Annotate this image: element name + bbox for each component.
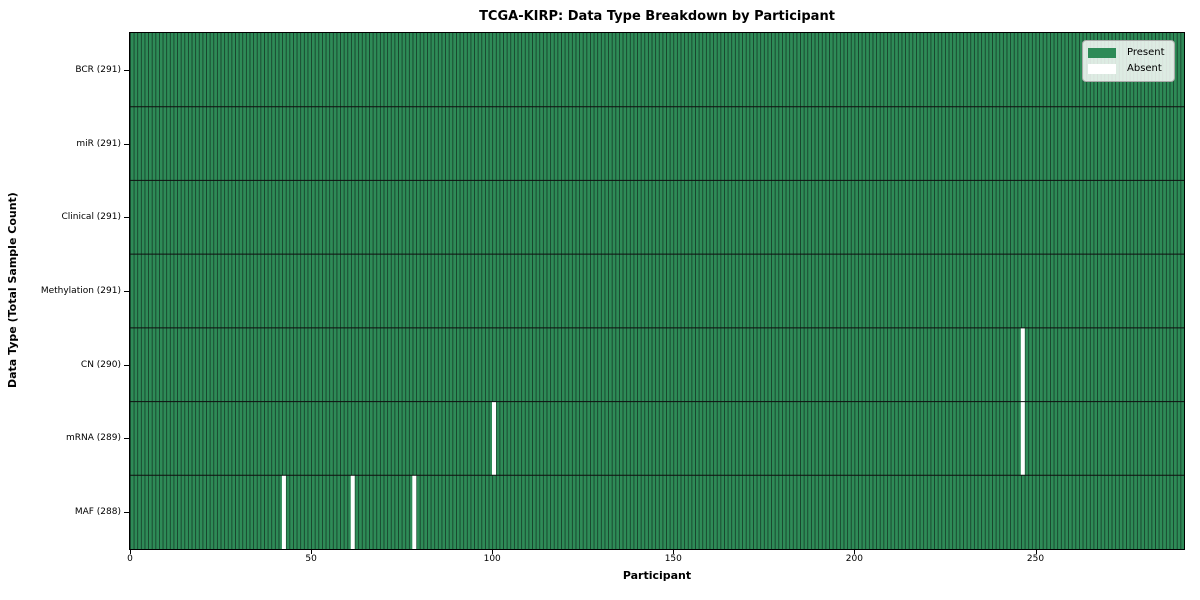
absent-swatch [1088, 64, 1116, 74]
absent-cell [281, 475, 286, 549]
x-tick-label: 100 [483, 554, 501, 564]
legend-label-present: Present [1127, 47, 1165, 58]
y-axis-label: Data Type (Total Sample Count) [6, 192, 19, 388]
absent-cell [412, 475, 417, 549]
x-tick-label: 200 [845, 554, 863, 564]
x-tick-label: 150 [664, 554, 682, 564]
legend-item-present: Present [1088, 48, 1165, 58]
x-tick-label: 250 [1026, 554, 1045, 564]
x-tick-mark [311, 550, 313, 554]
x-tick-label: 50 [305, 554, 317, 564]
present-cells [130, 33, 1184, 549]
y-tick-label: mRNA (289) [66, 433, 121, 444]
x-tick-mark [130, 550, 131, 554]
heatmap-canvas [130, 33, 1184, 549]
x-axis-label: Participant [622, 569, 692, 582]
y-tick-mark [124, 291, 129, 292]
absent-cell [492, 401, 497, 476]
absent-cell [1020, 327, 1025, 402]
absent-cell [1020, 401, 1025, 476]
legend-label-absent: Absent [1127, 63, 1162, 74]
x-tick-label: 0 [127, 554, 133, 564]
legend-item-absent: Absent [1088, 64, 1165, 74]
y-tick-label: Clinical (291) [61, 212, 121, 223]
y-tick-label: CN (290) [80, 359, 121, 370]
legend: Present Absent [1082, 40, 1175, 82]
y-tick-mark [124, 438, 129, 440]
x-tick-mark [1035, 550, 1037, 554]
y-tick-mark [124, 143, 129, 145]
y-tick-mark [124, 364, 129, 366]
y-tick-mark [124, 217, 129, 219]
chart-title: TCGA-KIRP: Data Type Breakdown by Partic… [479, 9, 835, 24]
y-tick-mark [124, 69, 129, 71]
plot-area [129, 32, 1185, 550]
absent-cell [350, 475, 355, 549]
y-tick-label: miR (291) [76, 138, 121, 149]
x-tick-mark [492, 550, 494, 554]
y-tick-label: MAF (288) [74, 507, 121, 518]
present-swatch [1088, 48, 1116, 58]
y-tick-label: Methylation (291) [40, 286, 121, 296]
y-tick-mark [124, 512, 129, 514]
x-tick-mark [673, 550, 675, 554]
y-tick-label: BCR (291) [75, 64, 121, 75]
x-tick-mark [854, 550, 856, 554]
